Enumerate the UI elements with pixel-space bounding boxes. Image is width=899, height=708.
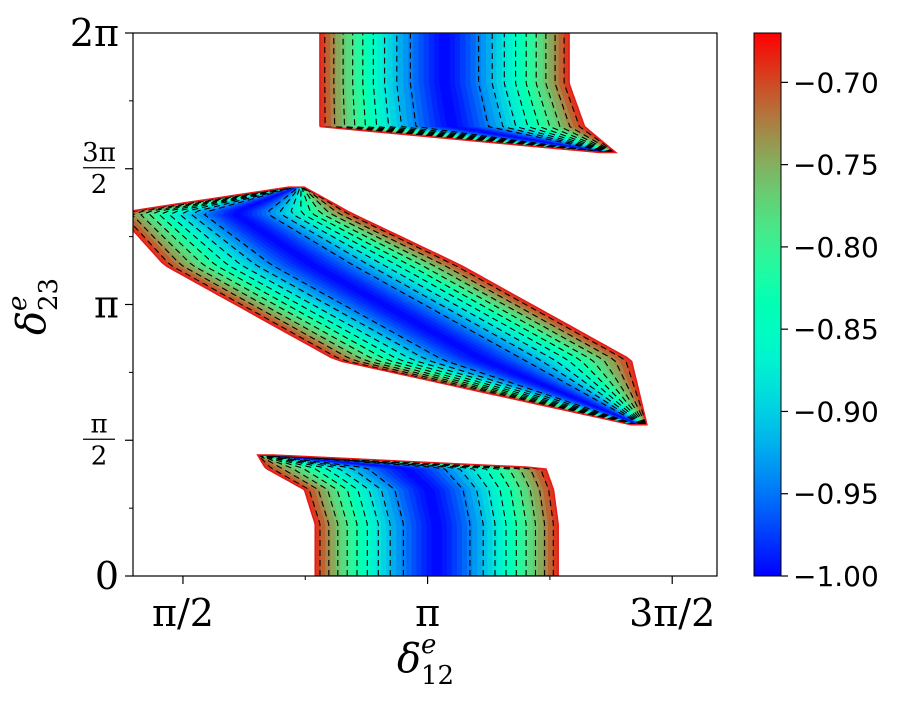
colorbar <box>753 32 782 577</box>
contour-line-middle-band-1-left <box>190 186 637 426</box>
svg-text:e: e <box>421 630 436 660</box>
contour-line-lower-band-7-left <box>258 454 330 576</box>
contour-line-middle-band-0-right <box>268 186 642 426</box>
contour-line-middle-band-8-left <box>133 186 632 426</box>
contour-line-upper-band-7-left <box>333 33 602 154</box>
contour-line-upper-band-3-left <box>372 33 604 154</box>
svg-text:12: 12 <box>421 661 454 691</box>
y-axis-title: δ e 23 <box>3 278 64 335</box>
contour-line-lower-band-1-left <box>262 454 391 576</box>
svg-text:δ: δ <box>397 636 421 682</box>
contour-line-upper-band-0-right <box>478 33 611 154</box>
contour-line-upper-band-5-right <box>535 33 614 154</box>
x-axis-title: δ e 12 <box>397 630 454 691</box>
region-boundary-middle-band <box>133 186 648 426</box>
contour-line-middle-band-5-left <box>149 186 634 426</box>
heatmap-band-upper-band-4 <box>423 33 610 153</box>
contour-line-lower-band-7-right <box>272 454 546 576</box>
contour-line-middle-band-7-left <box>133 186 633 426</box>
contour-line-middle-band-3-left <box>168 186 635 426</box>
contour-line-upper-band-2-right <box>503 33 612 154</box>
contour-line-lower-band-0-left <box>263 454 404 576</box>
y-tick-label: 2π <box>70 11 119 55</box>
contour-line-upper-band-6-right <box>545 33 615 153</box>
contour-line-lower-band-4-left <box>260 454 358 576</box>
heatmap-band-lower-band-2 <box>264 455 447 576</box>
contour-line-middle-band-2-right <box>290 186 644 426</box>
x-tick-label: 3π/2 <box>629 591 715 635</box>
contour-line-middle-band-0-left <box>203 186 638 426</box>
contour-line-middle-band-2-left <box>179 186 636 426</box>
contour-line-upper-band-5-left <box>352 33 603 154</box>
svg-text:23: 23 <box>34 278 64 311</box>
x-axis-ticks: π/2 π 3π/2 <box>152 576 715 635</box>
contour-line-middle-band-5-right <box>301 186 646 426</box>
svg-text:π: π <box>90 409 107 439</box>
contour-line-lower-band-2-left <box>261 454 379 576</box>
heatmap-band-upper-band-2 <box>434 33 609 153</box>
contour-line-lower-band-1-right <box>268 454 484 576</box>
contour-line-lower-band-2-right <box>269 454 496 576</box>
contour-line-lower-band-4-right <box>270 454 517 576</box>
contour-line-lower-band-5-left <box>259 454 348 576</box>
contour-line-middle-band-4-right <box>301 186 645 426</box>
colorbar-tick-label: −0.95 <box>793 478 879 511</box>
contour-line-middle-band-1-right <box>279 186 643 426</box>
contour-line-upper-band-4-left <box>362 33 603 154</box>
contour-line-upper-band-1-right <box>491 33 612 154</box>
contour-line-lower-band-3-left <box>260 454 368 576</box>
contour-line-upper-band-3-right <box>515 33 613 154</box>
contour-line-lower-band-6-left <box>258 454 339 576</box>
contour-line-upper-band-4-right <box>525 33 614 154</box>
contour-line-upper-band-8-right <box>563 33 616 153</box>
contour-layer <box>133 33 648 576</box>
x-tick-label: π/2 <box>152 591 214 635</box>
colorbar-tick-label: −0.85 <box>793 313 879 346</box>
contour-line-lower-band-6-right <box>271 454 537 576</box>
x-tick-label: π <box>415 591 440 635</box>
svg-text:e: e <box>3 296 33 311</box>
colorbar-tick-label: −1.00 <box>793 560 879 593</box>
y-tick-label: π2 <box>83 409 115 471</box>
contour-line-lower-band-8-right <box>272 454 554 576</box>
colorbar-tick-label: −0.90 <box>793 395 879 428</box>
svg-text:δ: δ <box>9 311 55 335</box>
contour-line-upper-band-6-left <box>342 33 602 154</box>
colorbar-ticks: −1.00 −0.95 −0.90 −0.85 −0.80 −0.75 −0.70 <box>781 66 879 593</box>
svg-text:2: 2 <box>91 441 108 471</box>
contour-line-lower-band-5-right <box>271 454 527 576</box>
colorbar-tick-label: −0.70 <box>793 66 879 99</box>
heatmap-layer <box>133 33 647 576</box>
contour-line-upper-band-0-left <box>409 33 606 154</box>
colorbar-tick-label: −0.75 <box>793 149 879 182</box>
y-tick-label: π <box>94 283 119 327</box>
y-tick-label: 0 <box>95 554 119 598</box>
contour-line-lower-band-3-right <box>269 454 507 576</box>
contour-line-middle-band-3-right <box>300 187 644 426</box>
contour-line-upper-band-2-left <box>384 33 605 154</box>
svg-text:3π: 3π <box>82 138 116 168</box>
contour-line-lower-band-0-right <box>267 454 471 576</box>
contour-line-lower-band-8-left <box>257 454 321 576</box>
region-boundary-upper-band <box>319 33 618 154</box>
svg-text:2: 2 <box>91 170 108 200</box>
contour-line-middle-band-7-right <box>303 186 647 426</box>
region-boundary-lower-band <box>256 454 559 576</box>
y-tick-label: 3π2 <box>82 138 116 200</box>
contour-line-middle-band-8-right <box>303 186 648 425</box>
heatmap-band-middle-band-6 <box>207 187 642 425</box>
colorbar-tick-label: −0.80 <box>793 231 879 264</box>
